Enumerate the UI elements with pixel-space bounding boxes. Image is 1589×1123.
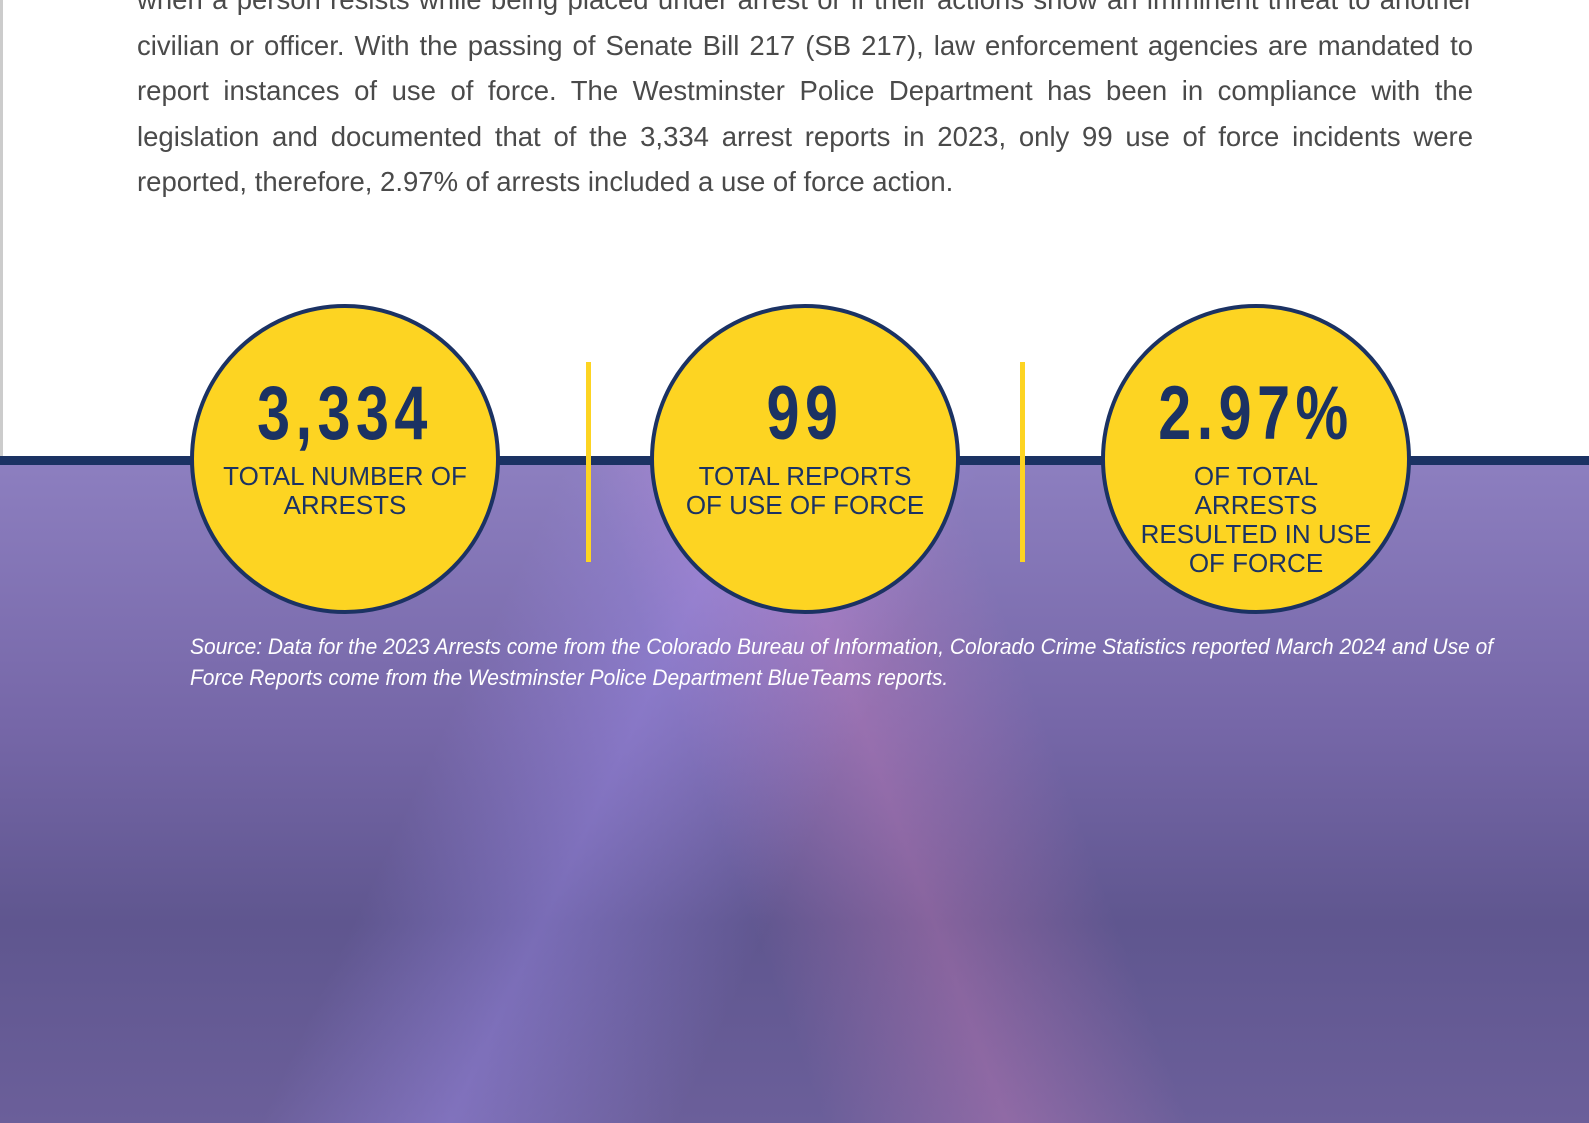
stat-value: 2.97% xyxy=(1138,374,1374,454)
paragraph: when a person resists while being placed… xyxy=(137,0,1473,205)
stat-circle: 2.97% OF TOTAL ARRESTS RESULTED IN USE O… xyxy=(1101,304,1411,614)
stat-circle: 3,334 TOTAL NUMBER OF ARRESTS xyxy=(190,304,500,614)
separator xyxy=(1020,362,1025,562)
stat-value: 3,334 xyxy=(227,374,463,454)
stat-circle: 99 TOTAL REPORTS OF USE OF FORCE xyxy=(650,304,960,614)
stat-label: TOTAL NUMBER OF ARRESTS xyxy=(220,462,470,520)
stat-label: OF TOTAL ARRESTS RESULTED IN USE OF FORC… xyxy=(1131,462,1381,578)
stat-label: TOTAL REPORTS OF USE OF FORCE xyxy=(680,462,930,520)
page: when a person resists while being placed… xyxy=(0,0,1589,1123)
source-note: Source: Data for the 2023 Arrests come f… xyxy=(190,631,1529,693)
separator xyxy=(586,362,591,562)
stat-value: 99 xyxy=(687,374,923,454)
